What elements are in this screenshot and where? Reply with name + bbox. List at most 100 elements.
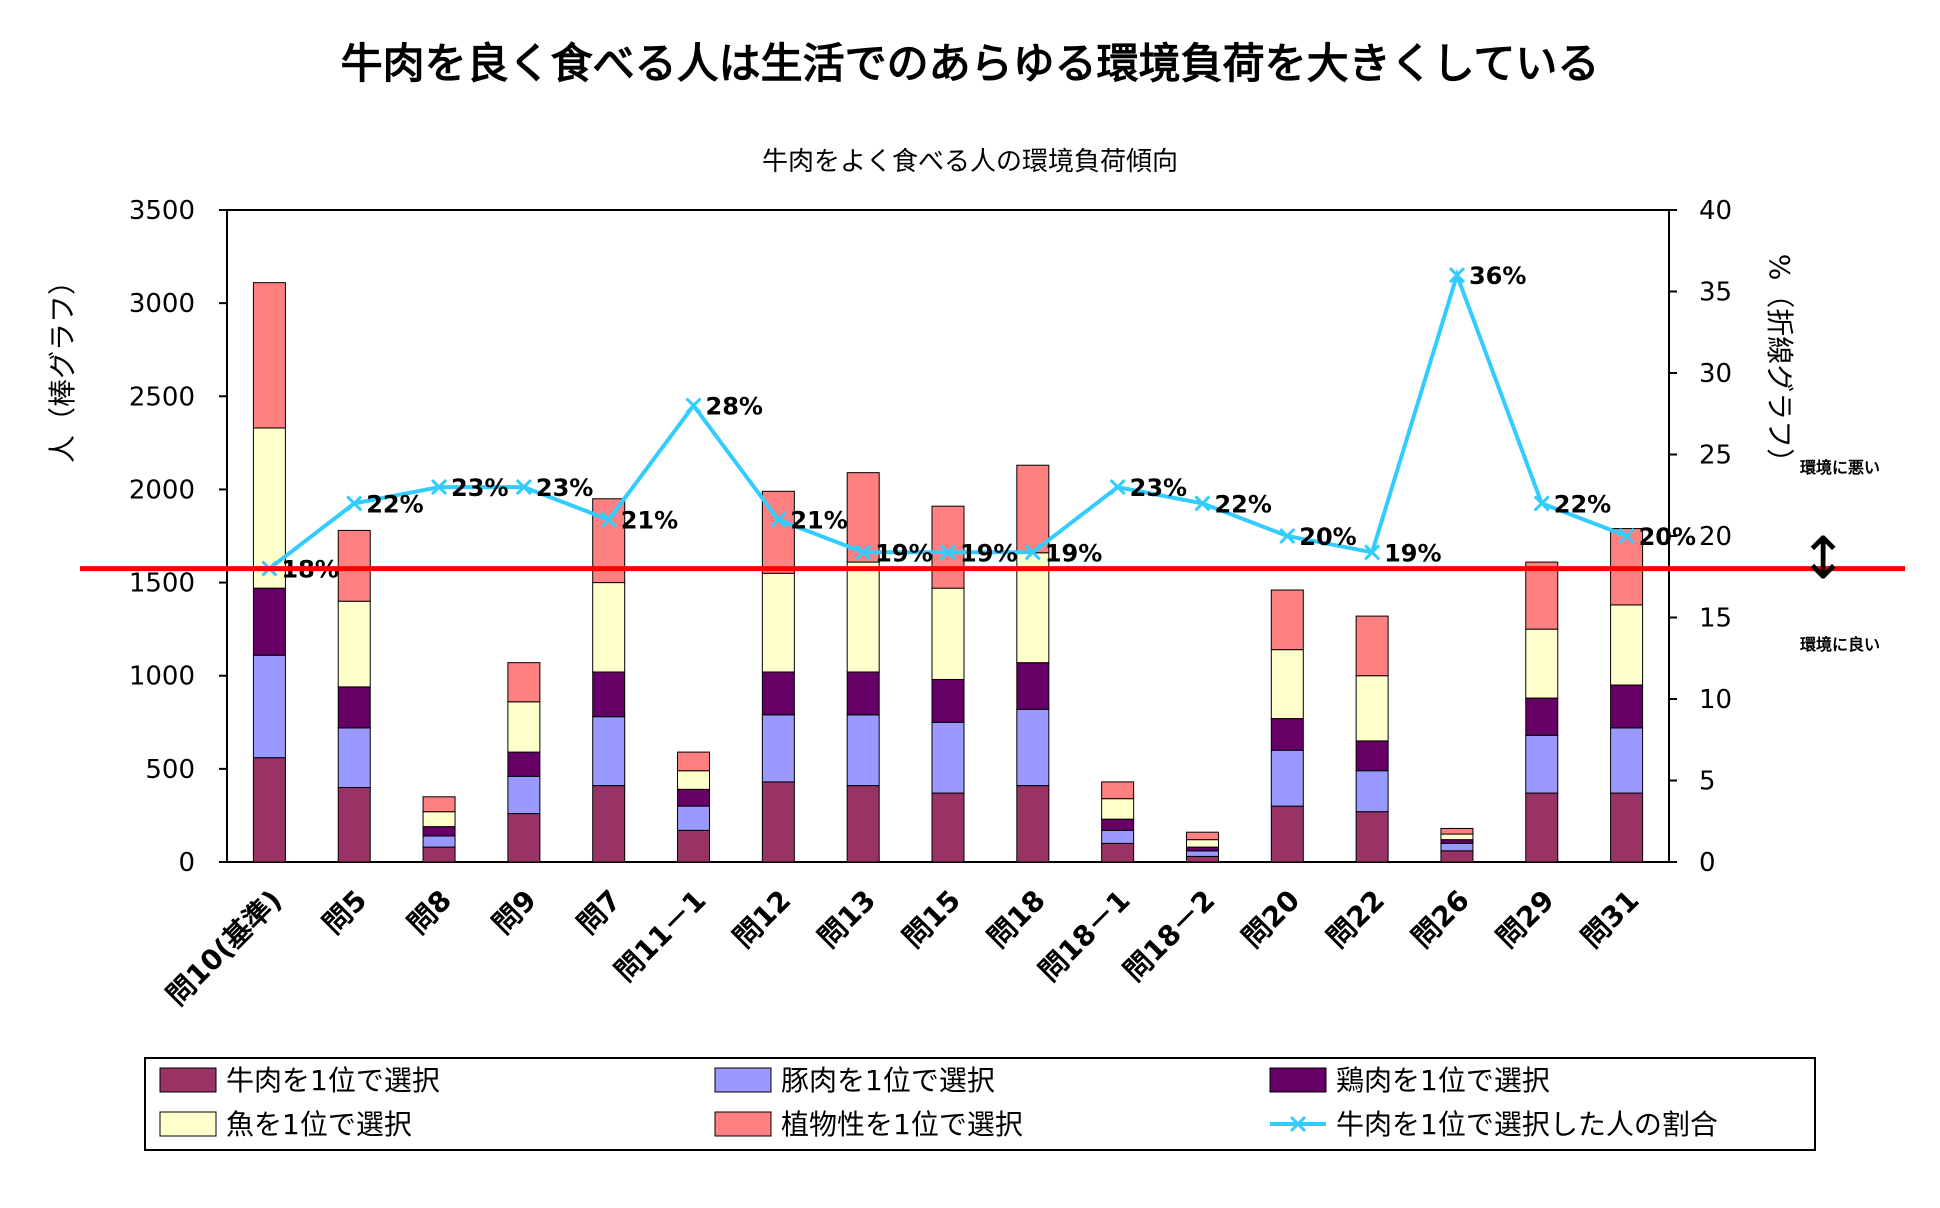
right-tick-label: 25 bbox=[1699, 441, 1732, 471]
x-tick-label: 問20 bbox=[1236, 884, 1307, 955]
legend-swatch bbox=[714, 1067, 772, 1093]
x-tick-label: 問8 bbox=[401, 884, 458, 941]
bar-segment bbox=[761, 490, 795, 574]
ratio-data-label: 21% bbox=[621, 507, 678, 535]
bar-segment bbox=[1101, 798, 1135, 820]
left-tick-label: 3500 bbox=[129, 196, 195, 226]
bar-segment bbox=[337, 786, 371, 863]
ratio-point bbox=[1279, 527, 1296, 545]
legend-swatch bbox=[159, 1111, 217, 1137]
bar-segment bbox=[592, 716, 626, 787]
bar-segment bbox=[846, 714, 880, 787]
bar-segment bbox=[846, 785, 880, 863]
ratio-point bbox=[600, 511, 617, 528]
bar-segment bbox=[1101, 829, 1135, 844]
bar-segment bbox=[422, 796, 456, 813]
legend-label: 魚を1位で選択 bbox=[226, 1108, 412, 1141]
bar-segment bbox=[422, 846, 456, 863]
legend-swatch bbox=[1269, 1067, 1327, 1093]
bar-segment bbox=[931, 505, 965, 589]
legend-label: 豚肉を1位で選択 bbox=[781, 1064, 995, 1097]
x-tick-label: 問22 bbox=[1320, 884, 1391, 955]
ratio-data-label: 19% bbox=[875, 539, 932, 567]
ratio-data-label: 23% bbox=[1130, 474, 1187, 502]
bar-segment bbox=[1016, 785, 1050, 863]
bar-segment bbox=[507, 662, 541, 703]
bar-segment bbox=[507, 751, 541, 777]
ratio-data-label: 20% bbox=[1299, 523, 1356, 551]
ratio-data-label: 22% bbox=[1214, 490, 1271, 518]
left-tick-label: 1000 bbox=[129, 662, 195, 692]
bar-segment bbox=[507, 775, 541, 815]
right-tick-label: 15 bbox=[1699, 604, 1732, 634]
annotation-better: 環境に良い bbox=[1800, 635, 1880, 654]
annotation-arrow-icon: ↕ bbox=[1799, 524, 1848, 592]
ratio-data-label: 19% bbox=[960, 539, 1017, 567]
bar-segment bbox=[846, 561, 880, 673]
legend-label: 牛肉を1位で選択した人の割合 bbox=[1336, 1108, 1718, 1141]
right-tick-label: 10 bbox=[1699, 685, 1732, 715]
ratio-data-label: 19% bbox=[1045, 539, 1102, 567]
ratio-data-label: 22% bbox=[1554, 490, 1611, 518]
left-tick-label: 0 bbox=[178, 848, 195, 878]
bar-segment bbox=[931, 678, 965, 723]
bar-segment bbox=[1525, 734, 1559, 794]
bar-segment bbox=[1525, 792, 1559, 863]
ratio-point bbox=[1109, 479, 1126, 496]
ratio-point bbox=[1618, 527, 1635, 545]
bar-segment bbox=[1440, 842, 1474, 852]
bar-segment bbox=[252, 282, 286, 429]
ratio-data-label: 36% bbox=[1469, 262, 1526, 290]
bar-segment bbox=[252, 587, 286, 656]
y-axis-label-left: 人（棒グラフ） bbox=[46, 267, 79, 463]
left-tick-label: 500 bbox=[145, 755, 195, 785]
right-tick-label: 5 bbox=[1699, 767, 1716, 797]
headline: 牛肉を良く食べる人は生活でのあらゆる環境負荷を大きくしている bbox=[341, 39, 1600, 88]
bar-segment bbox=[931, 587, 965, 680]
bar-segment bbox=[1440, 833, 1474, 841]
ratio-point bbox=[1448, 267, 1466, 284]
bar-segment bbox=[1355, 811, 1389, 863]
legend-box bbox=[144, 1057, 1816, 1151]
bar-segment bbox=[1270, 805, 1304, 863]
ratio-point bbox=[1194, 495, 1211, 512]
x-tick-label: 問18－1 bbox=[1032, 884, 1136, 988]
bar-segment bbox=[761, 572, 795, 673]
ratio-data-label: 20% bbox=[1639, 523, 1696, 551]
bar-segment bbox=[1185, 855, 1219, 863]
bar-segment bbox=[507, 813, 541, 863]
x-tick-label: 問18 bbox=[981, 884, 1052, 955]
ratio-data-label: 28% bbox=[706, 393, 763, 421]
bar-segment bbox=[1610, 727, 1644, 794]
bar-segment bbox=[1525, 697, 1559, 736]
bar-segment bbox=[592, 582, 626, 673]
bar-segment bbox=[1525, 628, 1559, 699]
bar-segment bbox=[422, 811, 456, 828]
bar-segment bbox=[1270, 749, 1304, 807]
ratio-data-label: 19% bbox=[1384, 539, 1441, 567]
legend-label: 植物性を1位で選択 bbox=[781, 1108, 1023, 1141]
ratio-data-label: 23% bbox=[451, 474, 508, 502]
left-axis: 0 500 1000 1500 2000 2500 3000 3500 bbox=[129, 196, 227, 878]
x-tick-label: 問7 bbox=[571, 884, 628, 941]
bar-segment bbox=[677, 770, 711, 790]
bar-segment bbox=[1016, 464, 1050, 554]
bar-segment bbox=[337, 600, 371, 688]
ratio-point bbox=[346, 495, 363, 512]
bar-segment bbox=[1101, 842, 1135, 863]
bar-segment bbox=[1440, 839, 1474, 844]
left-tick-label: 2500 bbox=[129, 382, 195, 412]
bar-segment bbox=[422, 835, 456, 848]
ratio-point bbox=[1533, 495, 1550, 512]
ratio-point bbox=[939, 544, 957, 561]
left-tick-label: 1500 bbox=[129, 569, 195, 599]
chart-title: 牛肉をよく食べる人の環境負荷傾向 bbox=[762, 147, 1178, 177]
bar-segment bbox=[1270, 718, 1304, 751]
ratio-data-label: 21% bbox=[790, 507, 847, 535]
bar-segment bbox=[677, 829, 711, 863]
bar-segment bbox=[677, 788, 711, 807]
ratio-line-group: 18%22%23%23%21%28%21%19%19%19%23%22%20%1… bbox=[261, 262, 1696, 584]
x-tick-label: 問5 bbox=[316, 884, 373, 941]
x-tick-label: 問9 bbox=[486, 884, 543, 941]
